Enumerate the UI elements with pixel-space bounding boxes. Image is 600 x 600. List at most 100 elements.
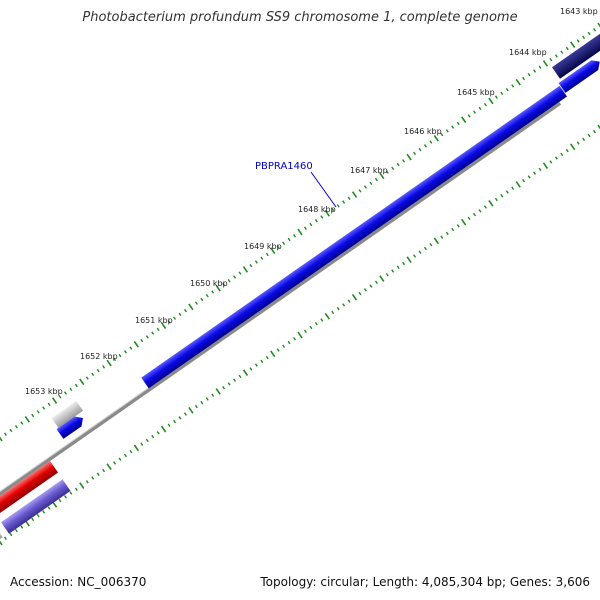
inner-tick-mark [342,303,346,307]
outer-tick-mark [9,428,13,433]
outer-tick-mark [3,432,7,437]
outer-tick-mark [260,256,264,260]
inner-tick-mark [178,416,182,420]
inner-tick-mark [576,141,580,145]
outer-tick-mark [42,406,46,410]
inner-tick-mark [440,235,444,239]
outer-tick-mark [91,372,95,376]
outer-tick-mark [597,22,600,28]
outer-tick-mark [374,177,378,182]
outer-tick-mark [118,353,122,358]
outer-tick-mark [429,140,433,144]
inner-tick-mark [9,532,13,537]
outer-tick-mark [297,228,303,236]
inner-tick-ring [0,124,600,546]
inner-tick-mark [85,480,89,484]
inner-tick-mark [118,457,122,461]
outer-tick-mark [211,290,215,294]
tick-label-1653: 1653 kbp [25,387,63,396]
inner-tick-mark [293,336,297,341]
inner-tick-mark [215,388,221,395]
gene-label-pbpra1460[interactable]: PBPRA1460 [255,161,313,172]
inner-tick-mark [478,209,482,213]
outer-tick-mark [200,297,204,302]
inner-tick-mark [570,143,576,151]
inner-tick-mark [396,265,400,269]
inner-tick-mark [20,525,24,529]
outer-tick-mark [533,69,537,73]
inner-tick-mark [133,444,140,452]
inner-tick-mark [200,401,204,405]
outer-tick-mark [249,264,253,268]
inner-tick-mark [14,529,18,533]
outer-tick-mark [576,39,580,43]
inner-tick-mark [451,227,455,232]
outer-tick-mark [227,279,231,283]
outer-tick-mark [293,233,297,238]
inner-tick-mark [36,513,40,518]
inner-tick-mark [194,404,198,409]
outer-tick-mark [379,172,385,180]
inner-tick-mark [587,133,591,138]
inner-tick-mark [433,237,440,245]
outer-tick-mark [133,341,139,348]
outer-tick-mark [215,284,221,292]
gene-arrow-right[interactable] [558,57,600,93]
inner-tick-mark [560,152,564,157]
inner-tick-mark [47,506,51,510]
inner-tick-mark [249,367,253,371]
outer-tick-mark [31,413,35,418]
inner-tick-mark [511,186,515,190]
outer-tick-mark [413,151,417,156]
outer-tick-mark [331,207,335,212]
inner-tick-mark [297,331,303,339]
outer-tick-mark [440,132,444,137]
outer-tick-mark [522,76,526,81]
gene-pbpra1460[interactable] [141,85,567,389]
inner-tick-mark [336,306,340,311]
tick-label-1652: 1652 kbp [80,352,118,361]
outer-tick-mark [402,159,406,163]
outer-tick-mark [0,436,3,442]
inner-tick-mark [0,540,3,546]
outer-tick-mark [363,185,367,189]
inner-tick-mark [456,224,460,228]
inner-tick-mark [287,340,291,345]
accession-text: Accession: NC_006370 [10,575,147,589]
tick-label-1649: 1649 kbp [244,242,282,251]
inner-tick-mark [429,243,433,247]
outer-tick-mark [156,327,160,332]
outer-tick-mark [85,376,89,380]
gene-arrow-small[interactable] [56,413,87,439]
inner-tick-mark [379,275,385,282]
outer-tick-mark [183,308,187,313]
inner-tick-mark [483,205,487,209]
outer-tick-mark [113,357,117,362]
outer-tick-mark [47,402,51,406]
tick-label-1648: 1648 kbp [298,205,336,214]
gene-dark-top[interactable] [551,32,600,79]
outer-tick-mark [276,245,280,249]
gene-purple[interactable] [0,479,71,534]
outer-tick-mark [565,46,569,51]
outer-tick-mark [161,322,167,329]
tick-label-1646: 1646 kbp [404,127,442,136]
inner-tick-mark [183,412,187,416]
outer-tick-mark [336,204,340,208]
inner-tick-mark [309,325,313,330]
inner-tick-mark [74,487,78,491]
outer-tick-mark [188,303,194,311]
outer-tick-mark [63,391,67,395]
inner-tick-mark [597,124,600,130]
gene-red[interactable] [0,461,59,514]
inner-tick-mark [358,291,362,296]
inner-tick-mark [211,393,215,397]
outer-tick-mark [478,106,482,111]
outer-tick-mark [303,226,307,231]
outer-tick-mark [418,147,422,152]
outer-tick-mark [96,368,100,373]
gene-gray[interactable] [51,400,84,428]
outer-tick-mark [433,135,439,142]
inner-tick-mark [324,312,330,320]
inner-tick-mark [260,359,264,364]
